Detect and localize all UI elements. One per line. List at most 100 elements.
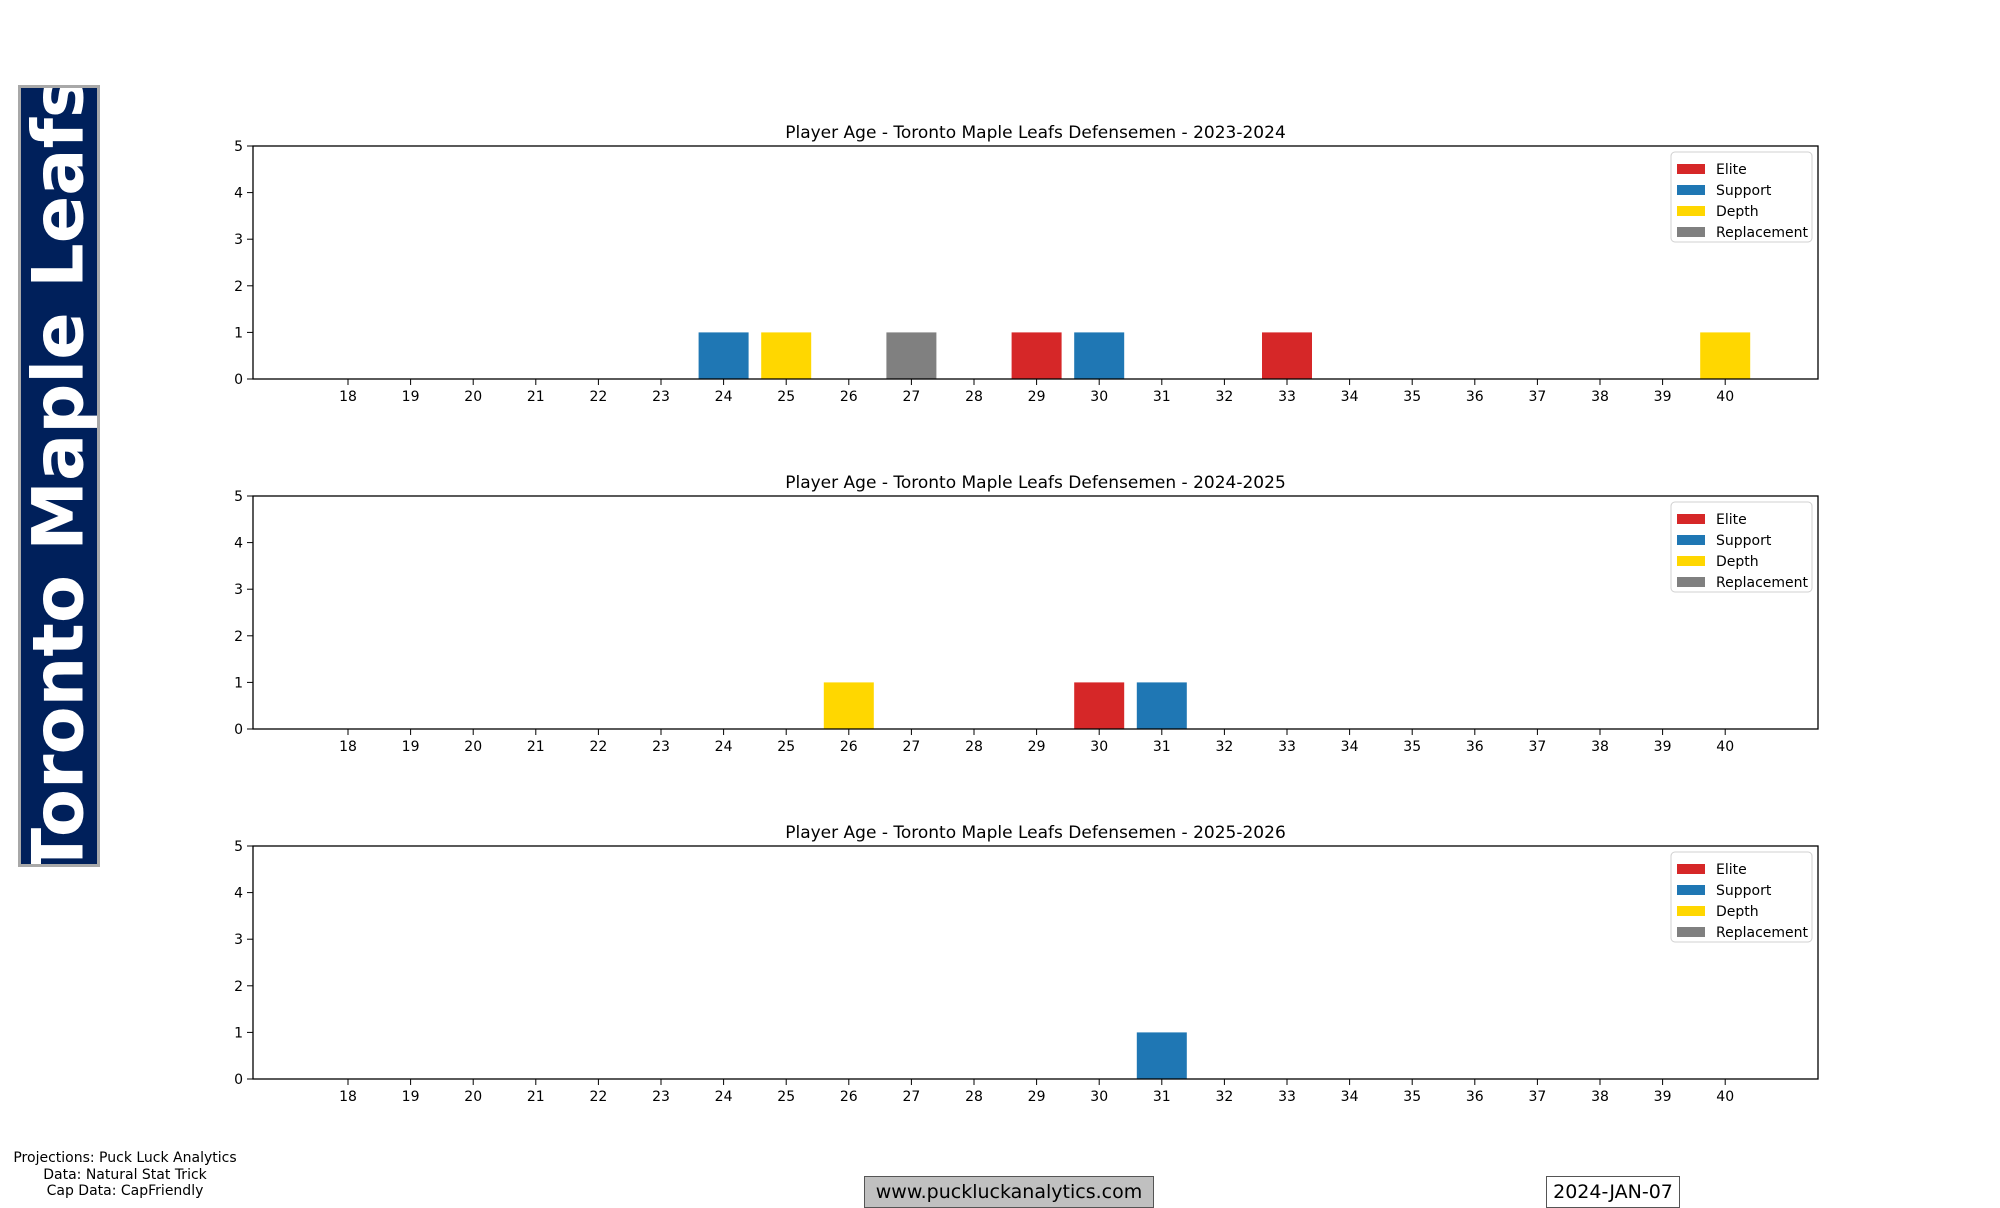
chart-panel-3: Player Age - Toronto Maple Leafs Defense… xyxy=(234,823,1819,1105)
date-label: 2024-JAN-07 xyxy=(1546,1176,1680,1208)
x-tick-label: 25 xyxy=(777,739,795,755)
chart-panel-1: Player Age - Toronto Maple Leafs Defense… xyxy=(234,123,1819,405)
y-tick-label: 0 xyxy=(234,1072,243,1088)
legend-box xyxy=(1670,151,1813,243)
legend-swatch-support xyxy=(1677,535,1705,545)
x-tick-label: 25 xyxy=(777,1089,795,1105)
legend-label-replacement: Replacement xyxy=(1716,575,1809,591)
x-tick-label: 34 xyxy=(1341,389,1359,405)
legend-swatch-elite xyxy=(1677,164,1705,174)
x-tick-label: 29 xyxy=(1028,1089,1046,1105)
x-tick-label: 28 xyxy=(965,389,983,405)
x-tick-label: 37 xyxy=(1528,389,1546,405)
y-tick-label: 4 xyxy=(234,886,243,902)
x-tick-label: 36 xyxy=(1466,389,1484,405)
legend-label-support: Support xyxy=(1716,883,1772,899)
chart-title: Player Age - Toronto Maple Leafs Defense… xyxy=(785,473,1286,493)
legend-label-elite: Elite xyxy=(1716,512,1747,528)
bar-age-30-elite xyxy=(1074,682,1125,729)
x-tick-label: 21 xyxy=(527,739,545,755)
x-tick-label: 18 xyxy=(339,389,357,405)
legend-label-replacement: Replacement xyxy=(1716,225,1809,241)
legend-label-elite: Elite xyxy=(1716,162,1747,178)
x-tick-label: 28 xyxy=(965,739,983,755)
x-tick-label: 38 xyxy=(1591,389,1609,405)
legend: Elite Support Depth Replacement xyxy=(1670,151,1813,243)
x-tick-label: 29 xyxy=(1028,739,1046,755)
legend-swatch-replacement xyxy=(1677,577,1705,587)
x-tick-label: 27 xyxy=(902,739,920,755)
legend-swatch-depth xyxy=(1677,206,1705,216)
y-tick-label: 5 xyxy=(234,139,243,155)
bar-age-25-depth xyxy=(761,332,812,379)
legend-label-depth: Depth xyxy=(1716,904,1759,920)
x-tick-label: 24 xyxy=(715,1089,733,1105)
legend-label-support: Support xyxy=(1716,183,1772,199)
legend-label-elite: Elite xyxy=(1716,862,1747,878)
x-tick-label: 32 xyxy=(1215,389,1233,405)
team-name-banner: Toronto Maple Leafs xyxy=(18,85,100,867)
y-tick-label: 2 xyxy=(234,279,243,295)
bar-age-29-elite xyxy=(1011,332,1062,379)
x-tick-label: 22 xyxy=(589,389,607,405)
legend-label-depth: Depth xyxy=(1716,554,1759,570)
legend-label-depth: Depth xyxy=(1716,204,1759,220)
legend-swatch-replacement xyxy=(1677,927,1705,937)
plot-frame xyxy=(252,845,1819,1080)
legend-swatch-support xyxy=(1677,885,1705,895)
x-tick-label: 32 xyxy=(1215,1089,1233,1105)
y-tick-label: 5 xyxy=(234,839,243,855)
x-tick-label: 34 xyxy=(1341,739,1359,755)
credit-projections: Projections: Puck Luck Analytics xyxy=(13,1150,237,1166)
x-tick-label: 20 xyxy=(464,389,482,405)
x-tick-label: 31 xyxy=(1153,1089,1171,1105)
legend-label-support: Support xyxy=(1716,533,1772,549)
chart-panel-2: Player Age - Toronto Maple Leafs Defense… xyxy=(234,473,1819,755)
bar-age-27-replacement xyxy=(886,332,937,379)
x-tick-label: 39 xyxy=(1654,739,1672,755)
x-tick-label: 25 xyxy=(777,389,795,405)
legend: Elite Support Depth Replacement xyxy=(1670,501,1813,593)
legend-box xyxy=(1670,501,1813,593)
x-tick-label: 33 xyxy=(1278,1089,1296,1105)
x-tick-label: 37 xyxy=(1528,739,1546,755)
x-tick-label: 38 xyxy=(1591,1089,1609,1105)
bar-age-24-support xyxy=(698,332,749,379)
y-tick-label: 3 xyxy=(234,932,243,948)
x-tick-label: 22 xyxy=(589,739,607,755)
x-tick-label: 27 xyxy=(902,389,920,405)
x-tick-label: 36 xyxy=(1466,739,1484,755)
x-tick-label: 21 xyxy=(527,1089,545,1105)
x-tick-label: 28 xyxy=(965,1089,983,1105)
x-tick-label: 22 xyxy=(589,1089,607,1105)
x-tick-label: 35 xyxy=(1403,389,1421,405)
y-tick-label: 3 xyxy=(234,582,243,598)
legend-swatch-replacement xyxy=(1677,227,1705,237)
x-tick-label: 40 xyxy=(1716,389,1734,405)
y-tick-label: 1 xyxy=(234,325,243,341)
bar-age-40-depth xyxy=(1700,332,1751,379)
x-tick-label: 33 xyxy=(1278,389,1296,405)
x-tick-label: 36 xyxy=(1466,1089,1484,1105)
x-tick-label: 40 xyxy=(1716,1089,1734,1105)
x-tick-label: 35 xyxy=(1403,1089,1421,1105)
y-tick-label: 1 xyxy=(234,1025,243,1041)
x-tick-label: 26 xyxy=(840,739,858,755)
x-tick-label: 24 xyxy=(715,739,733,755)
x-tick-label: 18 xyxy=(339,739,357,755)
credit-cap-data: Cap Data: CapFriendly xyxy=(46,1183,204,1199)
x-tick-label: 20 xyxy=(464,739,482,755)
legend-label-replacement: Replacement xyxy=(1716,925,1809,941)
chart-title: Player Age - Toronto Maple Leafs Defense… xyxy=(785,123,1286,143)
legend-swatch-support xyxy=(1677,185,1705,195)
x-tick-label: 19 xyxy=(402,389,420,405)
y-tick-label: 5 xyxy=(234,489,243,505)
plot-frame xyxy=(252,145,1819,380)
x-tick-label: 33 xyxy=(1278,739,1296,755)
x-tick-label: 30 xyxy=(1090,739,1108,755)
x-tick-label: 38 xyxy=(1591,739,1609,755)
data-credits: Projections: Puck Luck Analytics Data: N… xyxy=(10,1150,240,1200)
x-tick-label: 23 xyxy=(652,389,670,405)
plot-frame xyxy=(252,495,1819,730)
